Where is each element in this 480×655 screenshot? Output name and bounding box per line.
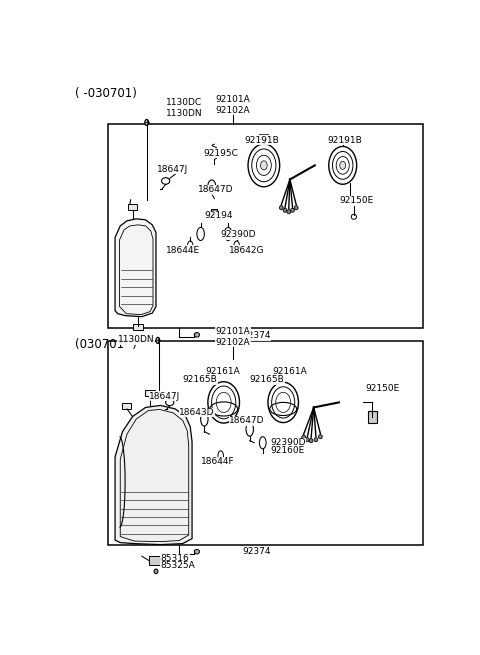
Text: 18647J: 18647J xyxy=(156,165,188,174)
Text: 92161A: 92161A xyxy=(205,367,240,375)
Ellipse shape xyxy=(156,337,160,343)
Text: 92195C: 92195C xyxy=(203,149,238,158)
Text: 92160E: 92160E xyxy=(270,446,304,455)
Ellipse shape xyxy=(294,206,298,210)
Text: 18642G: 18642G xyxy=(229,246,265,255)
Text: 92194: 92194 xyxy=(204,212,233,220)
Text: (030701- ): (030701- ) xyxy=(75,339,137,351)
Bar xyxy=(368,411,377,422)
Text: 92150E: 92150E xyxy=(365,384,399,393)
Text: 92165B: 92165B xyxy=(250,375,285,384)
Text: 18647D: 18647D xyxy=(229,416,265,425)
Text: 92150E: 92150E xyxy=(339,196,373,205)
Text: 1130DC
1130DN: 1130DC 1130DN xyxy=(166,98,203,117)
Text: 18647D: 18647D xyxy=(198,185,233,194)
Text: 92165B: 92165B xyxy=(183,375,217,384)
Text: 85316: 85316 xyxy=(160,554,189,563)
Bar xyxy=(259,134,268,139)
Text: 92101A
92102A: 92101A 92102A xyxy=(216,327,251,346)
Ellipse shape xyxy=(268,383,299,422)
Ellipse shape xyxy=(261,161,267,170)
Bar xyxy=(339,137,347,141)
Text: 92374: 92374 xyxy=(242,331,271,341)
Ellipse shape xyxy=(305,438,309,441)
Text: ( -030701): ( -030701) xyxy=(75,87,137,100)
Text: 1130DN: 1130DN xyxy=(118,335,154,345)
Ellipse shape xyxy=(319,435,322,439)
Bar xyxy=(108,341,423,545)
Bar xyxy=(122,403,132,409)
Text: 18644F: 18644F xyxy=(202,457,235,466)
Ellipse shape xyxy=(309,439,313,443)
Text: 92101A
92102A: 92101A 92102A xyxy=(216,95,251,115)
Text: 85325A: 85325A xyxy=(160,561,195,571)
Bar xyxy=(145,390,155,396)
Text: 92374: 92374 xyxy=(242,547,271,555)
Ellipse shape xyxy=(302,435,305,440)
Polygon shape xyxy=(115,405,192,544)
Bar xyxy=(211,209,216,215)
Bar xyxy=(108,124,423,328)
Text: 18647J: 18647J xyxy=(149,392,180,401)
Ellipse shape xyxy=(248,144,280,187)
Bar xyxy=(133,324,143,329)
Text: 92390D: 92390D xyxy=(220,231,255,240)
Polygon shape xyxy=(115,219,156,316)
Text: 92191B: 92191B xyxy=(328,136,362,145)
Ellipse shape xyxy=(283,208,287,212)
Bar xyxy=(149,556,160,565)
Ellipse shape xyxy=(194,550,200,554)
Ellipse shape xyxy=(154,569,158,574)
Ellipse shape xyxy=(208,382,240,423)
Ellipse shape xyxy=(329,147,357,184)
Text: 92191B: 92191B xyxy=(244,136,279,145)
Ellipse shape xyxy=(340,161,346,170)
Text: 18644E: 18644E xyxy=(166,246,200,255)
Text: 18643D: 18643D xyxy=(179,408,215,417)
Ellipse shape xyxy=(194,333,200,337)
Bar xyxy=(128,204,137,210)
Text: 92161A: 92161A xyxy=(272,367,307,375)
Text: 92390D: 92390D xyxy=(270,438,306,447)
Ellipse shape xyxy=(279,206,283,210)
Ellipse shape xyxy=(287,210,290,214)
Ellipse shape xyxy=(290,208,294,212)
Ellipse shape xyxy=(145,119,148,126)
Ellipse shape xyxy=(314,438,318,441)
